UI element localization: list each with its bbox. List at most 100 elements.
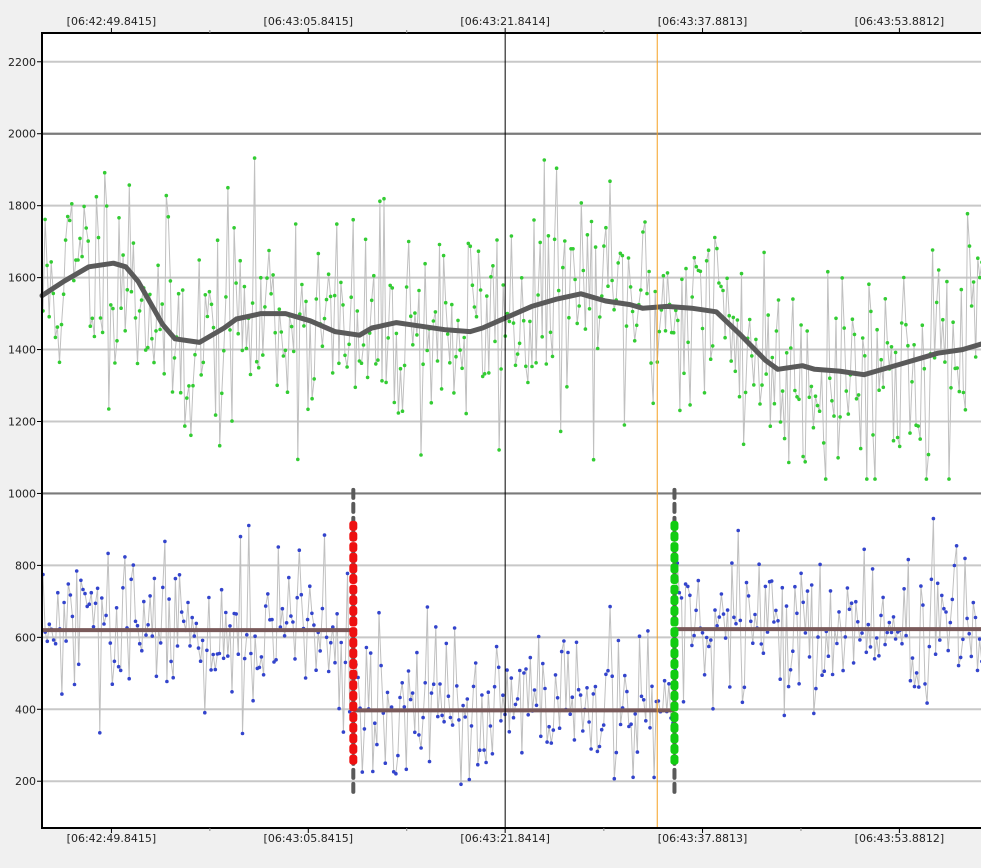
- upper-raw-point: [433, 310, 438, 314]
- lower-raw-point: [866, 622, 871, 627]
- lower-raw-point: [224, 610, 228, 615]
- lower-raw-point: [371, 769, 375, 774]
- lower-raw-point: [528, 655, 533, 660]
- upper-raw-point: [721, 288, 725, 293]
- lower-raw-point: [293, 657, 297, 661]
- upper-raw-point: [548, 330, 553, 335]
- upper-raw-point: [388, 283, 393, 288]
- change-point-marker: [670, 701, 679, 712]
- upper-raw-point: [649, 361, 653, 365]
- upper-raw-point: [443, 300, 448, 305]
- lower-raw-point: [904, 633, 908, 638]
- upper-raw-point: [127, 183, 132, 187]
- change-point-marker: [670, 722, 679, 733]
- upper-raw-point: [809, 384, 814, 389]
- lower-raw-point: [423, 681, 428, 685]
- lower-raw-point: [406, 669, 411, 673]
- upper-raw-point: [431, 319, 436, 323]
- lower-raw-point: [864, 650, 869, 655]
- upper-raw-point: [591, 457, 596, 462]
- lower-raw-point: [431, 682, 436, 686]
- lower-raw-point: [553, 673, 558, 677]
- upper-raw-point: [702, 391, 707, 395]
- lower-raw-point: [137, 641, 142, 646]
- upper-raw-point: [546, 234, 551, 238]
- lower-raw-point: [104, 613, 108, 618]
- upper-raw-point: [254, 359, 259, 364]
- upper-raw-point: [139, 298, 144, 302]
- upper-raw-point: [345, 365, 349, 369]
- upper-raw-point: [787, 460, 791, 465]
- lower-raw-point: [912, 684, 917, 689]
- lower-raw-point: [534, 703, 539, 708]
- lower-raw-point: [478, 748, 482, 752]
- lower-raw-point: [566, 650, 570, 655]
- upper-raw-point: [80, 254, 84, 259]
- upper-raw-point: [571, 247, 575, 251]
- upper-raw-point: [517, 341, 522, 346]
- upper-raw-point: [349, 295, 354, 300]
- upper-raw-point: [799, 323, 803, 327]
- upper-raw-point: [43, 217, 47, 222]
- lower-raw-point: [421, 715, 425, 720]
- upper-raw-point: [148, 292, 152, 297]
- upper-raw-point: [61, 292, 66, 297]
- upper-raw-point: [456, 318, 460, 323]
- lower-raw-point: [70, 614, 75, 619]
- upper-raw-point: [183, 424, 187, 428]
- lower-raw-point: [329, 640, 333, 645]
- upper-raw-point: [411, 343, 415, 347]
- lower-raw-point: [511, 715, 516, 720]
- upper-raw-point: [419, 453, 423, 457]
- upper-raw-point: [863, 354, 867, 358]
- lower-raw-point: [975, 668, 980, 673]
- upper-raw-point: [82, 204, 86, 209]
- upper-raw-point: [170, 390, 175, 394]
- lower-raw-point: [950, 597, 955, 602]
- lower-raw-point: [610, 674, 614, 678]
- upper-raw-point: [146, 345, 150, 350]
- upper-raw-point: [296, 457, 300, 462]
- lower-raw-point: [482, 748, 486, 752]
- lower-raw-point: [121, 586, 125, 590]
- lower-raw-point: [532, 688, 537, 692]
- plot-area[interactable]: [42, 33, 981, 828]
- upper-raw-point: [606, 284, 610, 289]
- lower-raw-point: [295, 595, 300, 600]
- upper-raw-point: [708, 357, 713, 362]
- upper-raw-point: [791, 297, 795, 301]
- upper-raw-line: [42, 158, 981, 480]
- upper-raw-point: [713, 235, 717, 240]
- upper-raw-point: [277, 307, 282, 312]
- upper-raw-point: [719, 284, 723, 289]
- lower-raw-point: [849, 601, 854, 605]
- upper-raw-point: [955, 366, 959, 370]
- upper-raw-point: [565, 385, 569, 389]
- upper-raw-point: [834, 316, 838, 321]
- lower-raw-point: [520, 750, 524, 755]
- lower-raw-point: [732, 615, 736, 620]
- lower-raw-point: [429, 691, 434, 695]
- lower-raw-point: [614, 750, 619, 755]
- upper-raw-point: [156, 263, 160, 268]
- lower-raw-point: [434, 625, 438, 629]
- smoothed-curve: [39, 260, 981, 378]
- lower-raw-point: [343, 660, 348, 665]
- lower-raw-point: [629, 722, 633, 726]
- y-tick-label: 200: [15, 775, 36, 788]
- lower-raw-point: [379, 663, 383, 668]
- lower-raw-point: [518, 668, 522, 673]
- lower-raw-point: [635, 750, 640, 754]
- lower-raw-point: [226, 654, 230, 658]
- upper-raw-point: [84, 226, 88, 230]
- change-point-marker: [670, 648, 679, 659]
- upper-raw-point: [854, 397, 859, 401]
- change-point-marker: [670, 605, 679, 616]
- upper-raw-point: [306, 407, 310, 412]
- change-point-marker: [670, 712, 679, 723]
- lower-raw-point: [280, 606, 285, 611]
- upper-raw-point: [437, 242, 442, 247]
- upper-raw-point: [731, 315, 736, 320]
- lower-raw-point: [963, 556, 967, 561]
- upper-raw-point: [567, 315, 571, 320]
